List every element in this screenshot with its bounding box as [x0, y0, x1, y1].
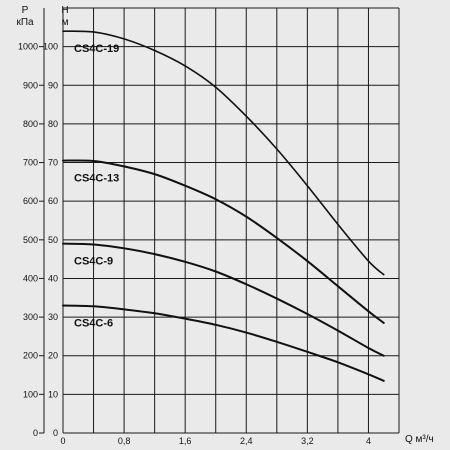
x-tick-label: 3,2 — [301, 436, 314, 446]
y-tick-label-m: 80 — [48, 119, 58, 129]
series-label-cs4c-13: CS4C-13 — [74, 173, 119, 185]
y-tick-label-kpa: 0 — [33, 428, 38, 438]
x-axis-label: Q м³/ч — [405, 434, 434, 445]
y-tick-label-m: 40 — [48, 273, 58, 283]
y-tick-label-m: 20 — [48, 351, 58, 361]
y-tick-label-m: 60 — [48, 196, 58, 206]
series-label-cs4c-6: CS4C-6 — [74, 318, 113, 330]
axis-ticks: 0100200300400500600700800900100001020304… — [18, 8, 371, 446]
y-tick-label-kpa: 300 — [23, 312, 38, 322]
y-tick-label-m: 70 — [48, 158, 58, 168]
y-tick-label-kpa: 100 — [23, 389, 38, 399]
curves — [62, 30, 385, 382]
y-tick-label-m: 30 — [48, 312, 58, 322]
series-line-cs4c-6 — [62, 304, 385, 382]
series-line-cs4c-9 — [62, 242, 385, 357]
y-tick-label-m: 90 — [48, 80, 58, 90]
y-tick-label-kpa: 400 — [23, 273, 38, 283]
y-unit-kpa: кПа — [16, 17, 34, 28]
y-tick-label-kpa: 600 — [23, 196, 38, 206]
x-tick-label: 0 — [60, 436, 65, 446]
y-tick-label-m: 0 — [53, 428, 58, 438]
y-tick-label-kpa: 500 — [23, 235, 38, 245]
series-label-cs4c-9: CS4C-9 — [74, 256, 113, 268]
y-unit-kpa-symbol: Р — [22, 5, 29, 16]
y-tick-label-m: 100 — [43, 42, 58, 52]
y-tick-label-m: 50 — [48, 235, 58, 245]
x-tick-label: 1,6 — [179, 436, 192, 446]
x-tick-label: 4 — [366, 436, 371, 446]
y-tick-label-kpa: 200 — [23, 351, 38, 361]
x-tick-label: 0,8 — [118, 436, 131, 446]
y-unit-m-symbol: Н — [61, 5, 68, 16]
x-tick-label: 2,4 — [240, 436, 253, 446]
y-unit-m: м — [62, 17, 69, 28]
y-tick-label-kpa: 900 — [23, 80, 38, 90]
y-tick-label-m: 10 — [48, 389, 58, 399]
series-labels: CS4C-19 CS4C-13 CS4C-9 CS4C-6 — [74, 43, 119, 329]
y-tick-label-kpa: 700 — [23, 158, 38, 168]
series-label-cs4c-19: CS4C-19 — [74, 43, 119, 55]
grid — [62, 7, 400, 434]
series-line-cs4c-19 — [62, 30, 385, 276]
series-line-cs4c-13 — [62, 159, 385, 324]
y-tick-label-kpa: 1000 — [18, 42, 38, 52]
y-tick-label-kpa: 800 — [23, 119, 38, 129]
